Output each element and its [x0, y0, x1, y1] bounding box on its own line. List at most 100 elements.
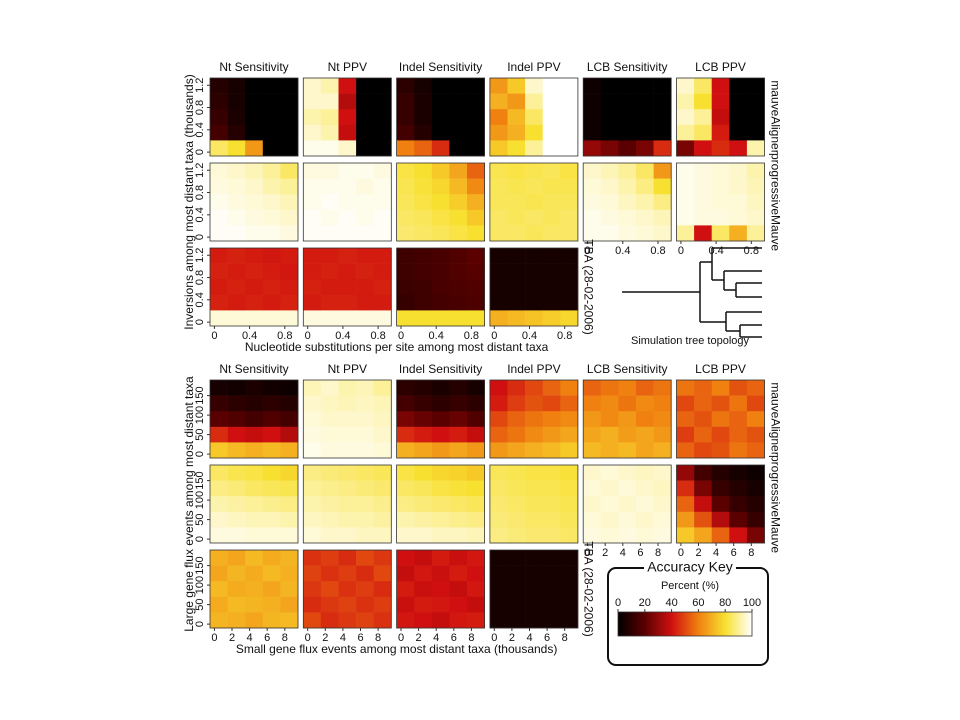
heatmap-cell — [414, 209, 433, 226]
heatmap-cell — [210, 209, 228, 226]
heatmap-cell — [560, 581, 579, 598]
heatmap-cell — [414, 78, 433, 94]
heatmap-cell — [600, 511, 619, 528]
key-bar — [617, 611, 753, 637]
heatmap-cell — [560, 511, 579, 528]
heatmap-cell — [507, 380, 526, 396]
panel-border — [396, 247, 486, 327]
heatmap-cell — [396, 550, 415, 566]
heatmap-cell — [373, 496, 392, 513]
heatmap-cell — [542, 78, 561, 94]
heatmap-cell — [356, 496, 374, 513]
heatmap-cell — [320, 426, 339, 443]
heatmap-panel: 0 0.4 0.8 1.2 0 0.4 0.8 — [194, 248, 299, 342]
heatmap-cell — [507, 124, 526, 141]
heatmap-cell — [618, 109, 637, 126]
heatmap-cell — [320, 612, 339, 629]
heatmap-panel — [676, 77, 765, 157]
key-tick-label: 80 — [719, 597, 731, 609]
x-tick-label: 8 — [655, 547, 661, 559]
heatmap-cell — [210, 294, 228, 311]
heatmap-cell — [449, 78, 468, 94]
y-tick-label: 150 — [194, 386, 206, 404]
heatmap-cell — [711, 225, 730, 242]
heatmap-cell — [373, 527, 392, 544]
heatmap-cell — [396, 78, 415, 94]
heatmap-cell — [373, 411, 392, 428]
heatmap-cell — [694, 109, 712, 126]
heatmap-cell — [729, 496, 748, 513]
heatmap-cell — [245, 465, 264, 481]
heatmap-cell — [210, 279, 228, 296]
heatmap-cell — [542, 163, 561, 179]
heatmap-cell — [414, 496, 433, 513]
heatmap-cell — [618, 380, 637, 396]
heatmap-cell — [618, 395, 637, 412]
heatmap-cell — [431, 480, 450, 497]
heatmap-panel — [302, 77, 392, 157]
row-label: TBA (28-02-2006) — [582, 239, 596, 334]
heatmap-cell — [676, 178, 695, 195]
column-title: Nt Sensitivity — [219, 60, 288, 74]
heatmap-cell — [525, 194, 543, 211]
heatmap-cell — [373, 310, 392, 327]
heatmap-cell — [600, 194, 619, 211]
y-tick-label: 0.4 — [194, 292, 206, 307]
heatmap-cell — [653, 380, 672, 396]
heatmap-cell — [449, 565, 468, 582]
heatmap-cell — [467, 550, 485, 566]
heatmap-cell — [373, 565, 392, 582]
heatmap-cell — [303, 124, 322, 141]
panel-border — [489, 379, 579, 459]
heatmap-cell — [396, 248, 415, 264]
heatmap-cell — [414, 248, 433, 264]
heatmap-cell — [560, 612, 579, 629]
heatmap-cell — [431, 395, 450, 412]
heatmap-cell — [338, 411, 357, 428]
heatmap-cell — [320, 596, 339, 613]
heatmap-cell — [338, 565, 357, 582]
heatmap-cell — [245, 496, 264, 513]
heatmap-cell — [262, 426, 281, 443]
heatmap-cell — [431, 124, 450, 141]
heatmap-cell — [525, 496, 543, 513]
heatmap-cell — [746, 194, 765, 211]
heatmap-cell — [449, 612, 468, 629]
heatmap-cell — [414, 411, 433, 428]
x-tick-label: 2 — [695, 547, 701, 559]
heatmap-cell — [396, 163, 415, 179]
heatmap-cell — [711, 178, 730, 195]
heatmap-cell — [653, 163, 672, 179]
heatmap-cell — [636, 194, 654, 211]
heatmap-cell — [600, 93, 619, 110]
heatmap-cell — [303, 310, 322, 327]
heatmap-cell — [338, 612, 357, 629]
heatmap-cell — [396, 395, 415, 412]
heatmap-cell — [414, 596, 433, 613]
heatmap-cell — [583, 465, 602, 481]
heatmap-cell — [320, 124, 339, 141]
heatmap-cell — [746, 209, 765, 226]
x-tick-label: 0.4 — [522, 330, 537, 342]
heatmap-cell — [356, 225, 374, 242]
heatmap-cell — [210, 511, 228, 528]
heatmap-cell — [431, 612, 450, 629]
heatmap-panel — [582, 77, 672, 157]
heatmap-cell — [414, 395, 433, 412]
heatmap-cell — [373, 194, 392, 211]
heatmap-cell — [227, 109, 246, 126]
heatmap-cell — [431, 442, 450, 459]
heatmap-cell — [396, 294, 415, 311]
column-title: Nt PPV — [328, 362, 367, 376]
heatmap-panel: 0 0.4 0.8 — [396, 247, 486, 342]
heatmap-cell — [245, 124, 264, 141]
heatmap-cell — [280, 194, 299, 211]
heatmap-cell — [262, 596, 281, 613]
panel-border — [209, 379, 299, 459]
heatmap-cell — [245, 178, 264, 195]
heatmap-cell — [338, 109, 357, 126]
heatmap-cell — [431, 426, 450, 443]
heatmap-cell — [694, 496, 712, 513]
heatmap-cell — [729, 163, 748, 179]
heatmap-cell — [338, 124, 357, 141]
